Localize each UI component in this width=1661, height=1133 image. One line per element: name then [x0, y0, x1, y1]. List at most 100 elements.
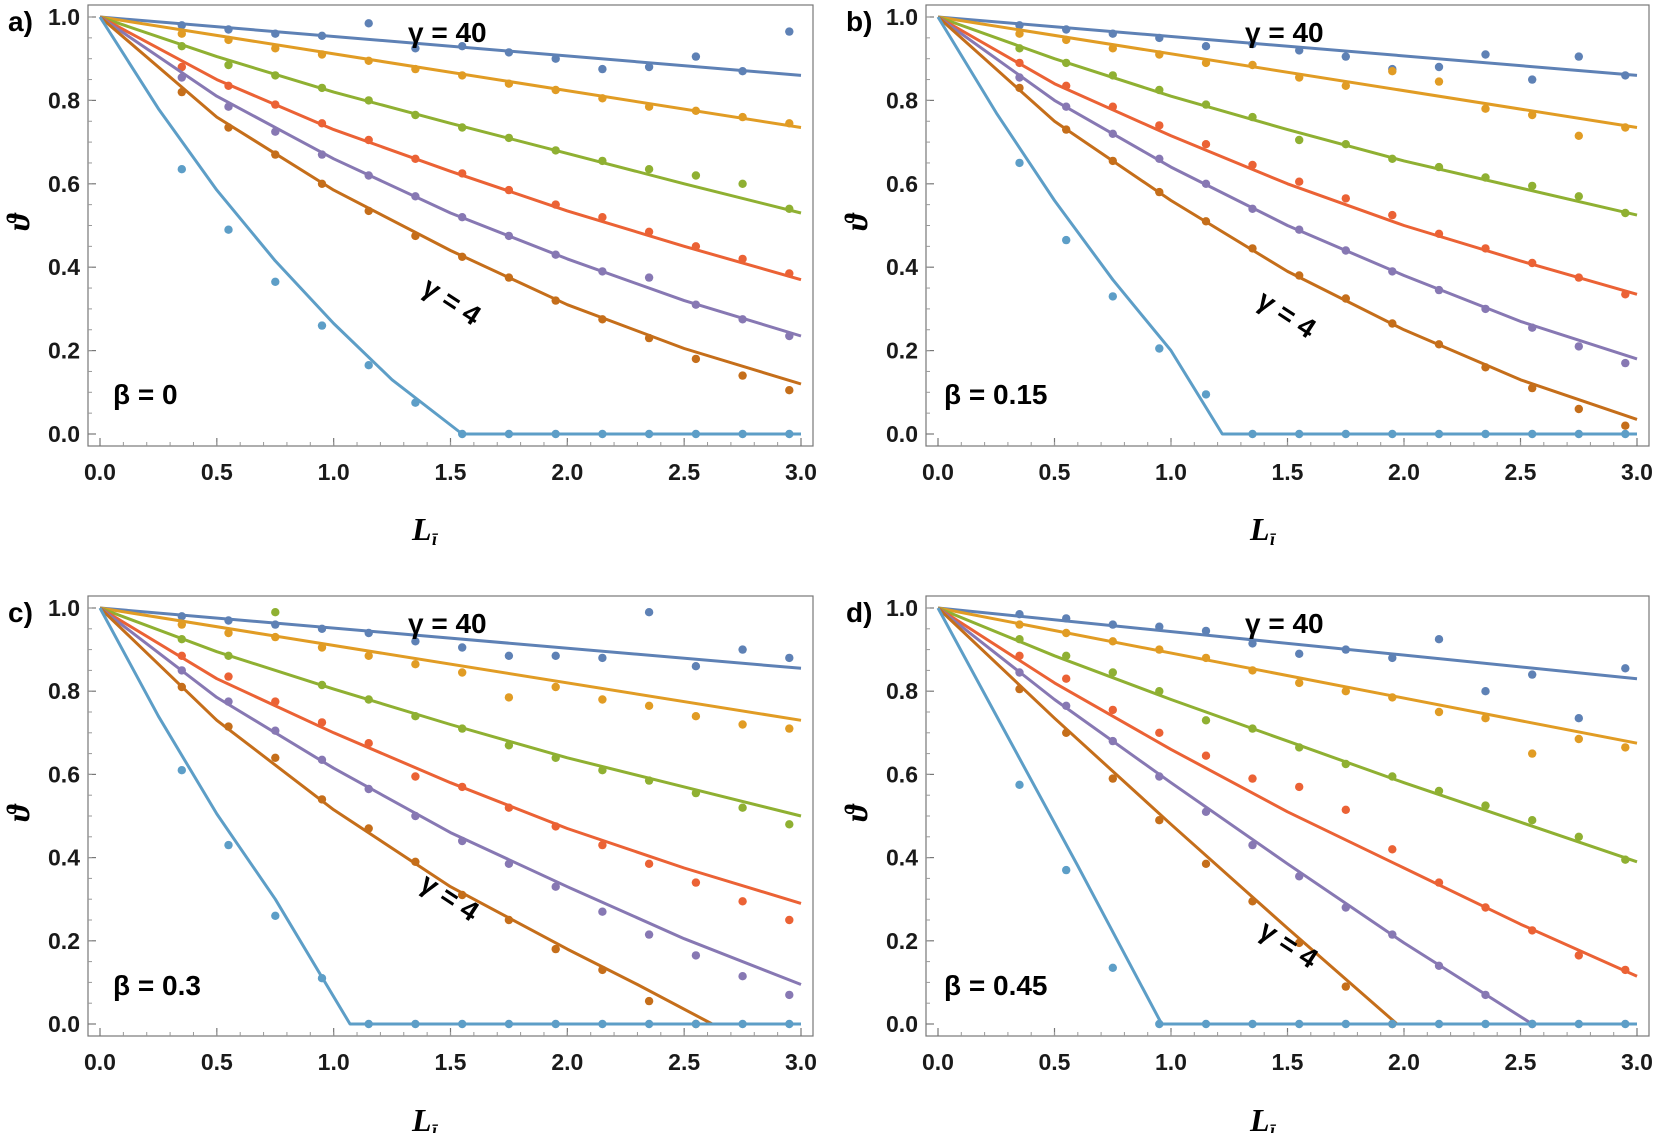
data-point — [738, 803, 747, 812]
data-point — [1341, 246, 1351, 255]
data-point — [504, 803, 514, 812]
data-point — [1015, 620, 1024, 629]
data-point — [364, 628, 373, 638]
x-tick-label: 1.0 — [1155, 459, 1187, 485]
gamma-4-label: γ = 4 — [1252, 284, 1322, 345]
data-point — [1388, 930, 1397, 939]
data-point — [364, 361, 373, 370]
data-point — [317, 718, 327, 727]
y-tick-label: 0.6 — [48, 761, 80, 787]
panel-d: 0.0 0.5 1.0 1.5 2.0 2.5 3.0 0.0 0.2 0.4 0.6 0.8 1.0 d… — [838, 595, 1653, 1133]
data-point — [785, 990, 794, 1000]
x-tick-label: 0.0 — [84, 459, 116, 485]
data-point — [504, 1019, 514, 1029]
data-point — [1155, 344, 1164, 353]
data-point — [1621, 429, 1630, 439]
data-point — [1015, 44, 1024, 53]
x-tick-label: 3.0 — [785, 459, 817, 485]
data-point — [598, 213, 607, 222]
data-point — [1481, 429, 1490, 439]
data-point — [1434, 786, 1444, 796]
data-point — [317, 321, 327, 330]
data-point — [504, 79, 514, 88]
data-point — [504, 693, 514, 702]
data-point — [1434, 1019, 1444, 1029]
data-point — [364, 206, 373, 216]
data-point — [1015, 158, 1024, 168]
data-point — [1015, 29, 1024, 38]
data-point — [1015, 780, 1024, 789]
data-point — [1062, 728, 1071, 737]
data-point — [1341, 759, 1351, 769]
data-point — [1574, 951, 1584, 960]
data-point — [1062, 81, 1071, 91]
series-line — [99, 15, 802, 282]
data-point — [1108, 292, 1118, 301]
gamma-4-label: γ = 4 — [415, 867, 485, 928]
data-point — [317, 150, 327, 159]
data-point — [1434, 285, 1444, 295]
beta-label: β = 0.45 — [944, 970, 1048, 1001]
data-point — [1248, 724, 1257, 733]
data-point — [224, 651, 233, 660]
data-point — [1201, 179, 1211, 188]
data-point — [1528, 749, 1537, 758]
data-point — [1108, 705, 1118, 715]
data-point — [411, 660, 420, 669]
x-tick-label: 0.0 — [84, 1049, 116, 1075]
data-point — [691, 106, 701, 116]
data-point — [1481, 1019, 1490, 1029]
data-point — [598, 429, 607, 439]
data-point — [271, 697, 280, 706]
data-point — [1201, 653, 1211, 663]
x-axis-subscript: ī — [432, 529, 439, 549]
gamma-4-label: γ = 4 — [417, 271, 487, 332]
data-point — [364, 651, 373, 660]
gamma-40-label: γ = 40 — [408, 608, 487, 639]
y-tick-label: 1.0 — [48, 595, 80, 621]
data-point — [1248, 429, 1257, 439]
data-point — [1574, 429, 1584, 439]
data-point — [458, 213, 467, 222]
data-point — [1434, 635, 1444, 644]
data-point — [785, 724, 794, 733]
data-point — [1574, 714, 1584, 723]
data-point — [644, 859, 654, 868]
x-tick-label: 2.0 — [551, 459, 583, 485]
data-point — [1248, 666, 1257, 675]
data-point — [1434, 77, 1444, 86]
data-point — [1528, 323, 1537, 332]
data-point — [1434, 162, 1444, 172]
data-point — [411, 811, 420, 821]
data-point — [1108, 668, 1118, 677]
x-tick-label: 0.5 — [1039, 459, 1071, 485]
x-tick-label: 2.5 — [668, 1049, 700, 1075]
data-point — [271, 127, 280, 136]
data-point — [1155, 1019, 1164, 1029]
data-point — [1434, 340, 1444, 349]
data-point — [177, 666, 186, 675]
data-point — [1248, 774, 1257, 783]
data-point — [411, 398, 420, 407]
data-point — [504, 651, 514, 660]
data-point — [1295, 225, 1304, 234]
y-tick-label: 1.0 — [886, 4, 918, 30]
x-tick-label: 3.0 — [1621, 459, 1653, 485]
data-point — [1155, 645, 1164, 654]
y-tick-label: 0.6 — [886, 171, 918, 197]
data-point — [551, 200, 560, 209]
data-point — [785, 429, 794, 439]
y-tick-label: 0.0 — [48, 421, 80, 447]
data-point — [177, 42, 186, 51]
data-point — [551, 1019, 560, 1029]
data-point — [598, 965, 607, 975]
data-point — [551, 250, 560, 259]
x-tick-label: 2.5 — [668, 459, 700, 485]
data-point — [1015, 684, 1024, 694]
data-point — [1201, 42, 1211, 51]
series-line — [936, 16, 1637, 436]
gamma-4-label: γ = 4 — [1254, 914, 1324, 975]
data-point — [1062, 614, 1071, 623]
data-point — [271, 620, 280, 629]
data-point — [691, 52, 701, 61]
